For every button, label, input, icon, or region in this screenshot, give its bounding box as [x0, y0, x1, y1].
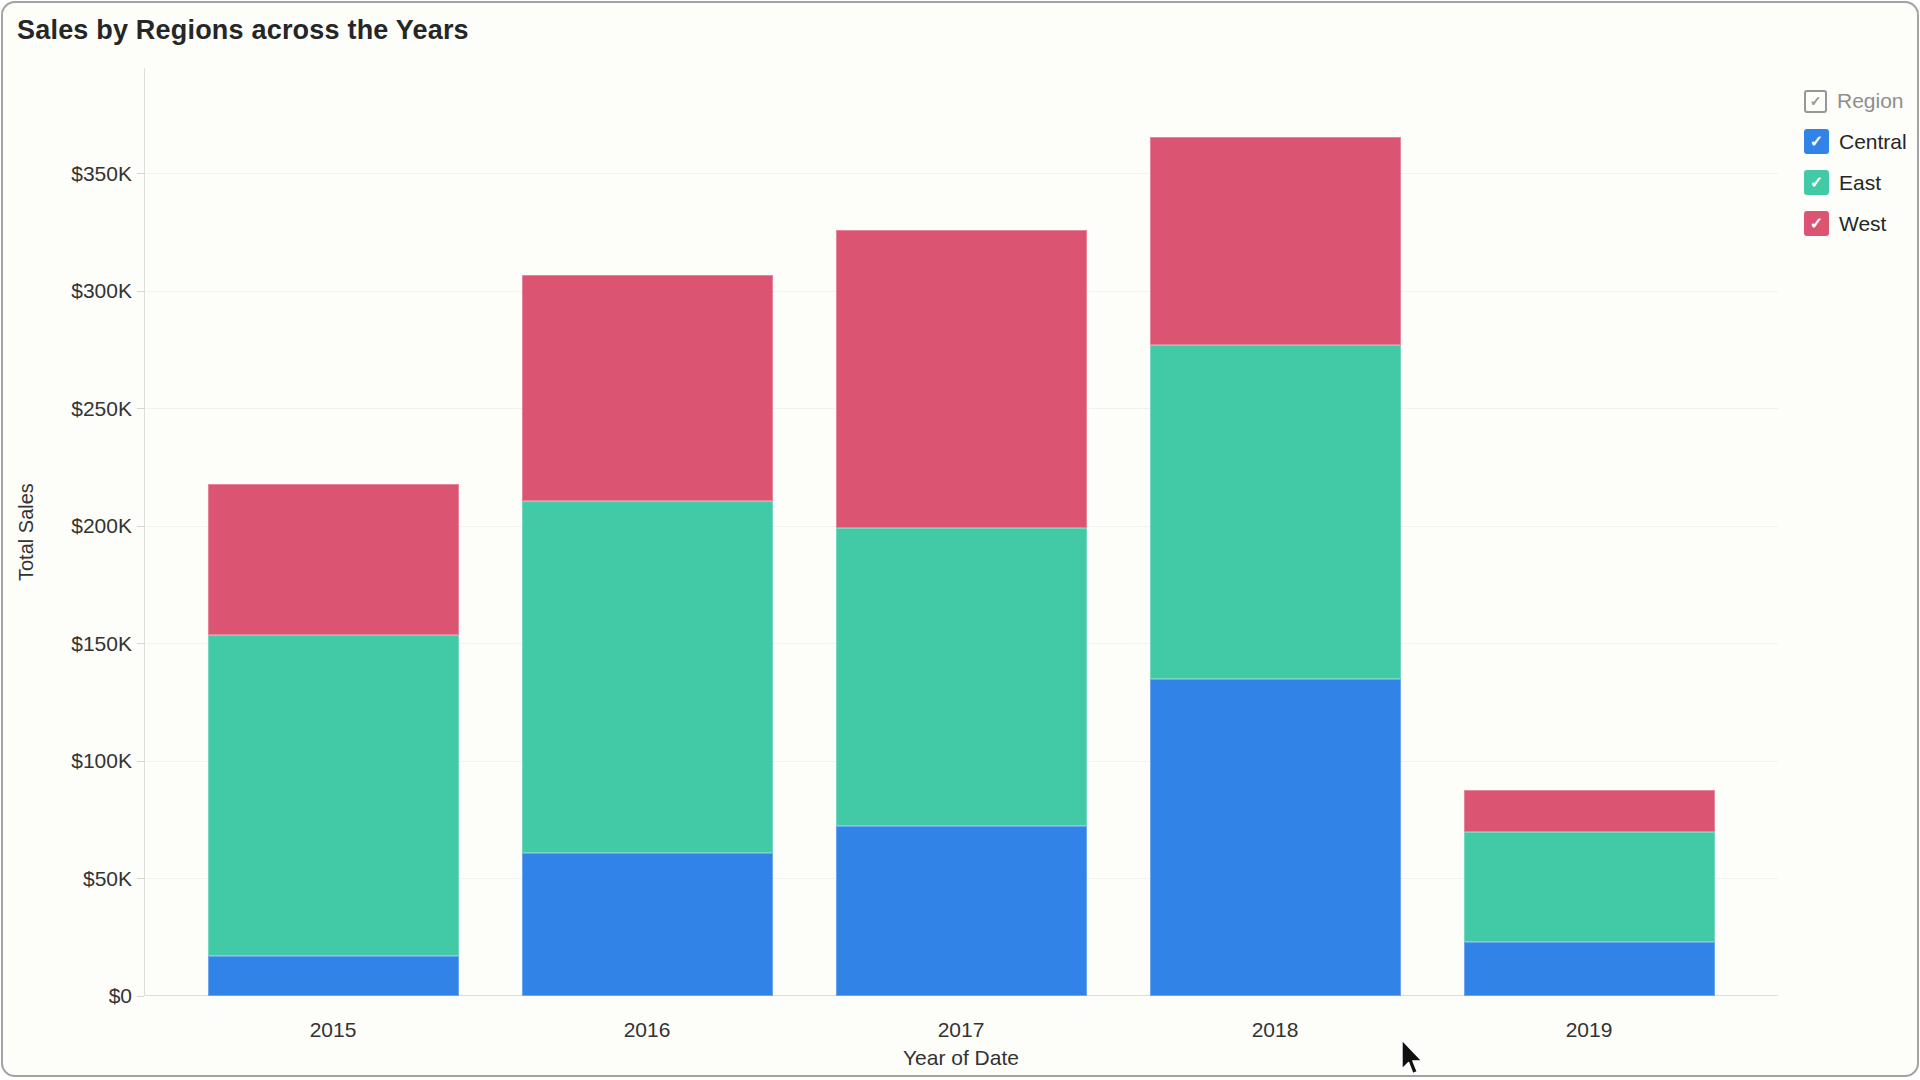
legend-header-region[interactable]: ✓ Region — [1804, 89, 1907, 113]
x-tick-label: 2019 — [1509, 1018, 1669, 1042]
bar-segment-2016-central[interactable] — [522, 853, 773, 996]
y-tick — [137, 173, 144, 174]
bar-segment-2018-central[interactable] — [1150, 679, 1401, 996]
y-tick — [137, 643, 144, 644]
legend-header-label: Region — [1837, 89, 1904, 113]
bar-segment-2018-east[interactable] — [1150, 345, 1401, 679]
bar-segment-2016-west[interactable] — [522, 275, 773, 502]
y-tick — [137, 526, 144, 527]
x-tick-label: 2018 — [1195, 1018, 1355, 1042]
west-checkbox-icon[interactable]: ✓ — [1804, 211, 1829, 236]
bar-segment-2019-west[interactable] — [1464, 790, 1715, 831]
x-tick-label: 2015 — [253, 1018, 413, 1042]
bar-segment-2015-central[interactable] — [208, 956, 459, 996]
bar-segment-2015-east[interactable] — [208, 635, 459, 956]
y-tick-label: $200K — [1, 514, 132, 538]
central-checkbox-icon[interactable]: ✓ — [1804, 129, 1829, 154]
bar-segment-2019-east[interactable] — [1464, 832, 1715, 942]
y-tick — [137, 291, 144, 292]
y-tick-label: $250K — [1, 397, 132, 421]
plot-area: $0$50K$100K$150K$200K$250K$300K$350K2015… — [144, 68, 1778, 996]
legend-item-central[interactable]: ✓ Central — [1804, 129, 1907, 154]
legend: ✓ Region ✓ Central ✓ East ✓ West — [1804, 89, 1907, 252]
legend-item-east[interactable]: ✓ East — [1804, 170, 1907, 195]
legend-item-label: Central — [1839, 130, 1907, 154]
bar-segment-2017-east[interactable] — [836, 528, 1087, 825]
x-axis-title: Year of Date — [861, 1046, 1061, 1070]
chart-card: Sales by Regions across the Years Total … — [1, 1, 1919, 1077]
bar-segment-2017-west[interactable] — [836, 230, 1087, 528]
bar-segment-2018-west[interactable] — [1150, 137, 1401, 345]
legend-item-label: West — [1839, 212, 1886, 236]
bar-segment-2015-west[interactable] — [208, 484, 459, 636]
y-axis-line — [144, 68, 145, 996]
y-tick — [137, 408, 144, 409]
bar-segment-2016-east[interactable] — [522, 501, 773, 852]
y-tick — [137, 878, 144, 879]
bar-segment-2017-central[interactable] — [836, 826, 1087, 996]
bar-segment-2019-central[interactable] — [1464, 942, 1715, 996]
legend-item-west[interactable]: ✓ West — [1804, 211, 1907, 236]
y-tick-label: $350K — [1, 162, 132, 186]
y-tick — [137, 996, 144, 997]
y-tick-label: $100K — [1, 749, 132, 773]
legend-item-label: East — [1839, 171, 1881, 195]
y-tick-label: $50K — [1, 867, 132, 891]
x-tick-label: 2017 — [881, 1018, 1041, 1042]
gridline — [145, 173, 1778, 174]
chart-title: Sales by Regions across the Years — [17, 15, 469, 46]
east-checkbox-icon[interactable]: ✓ — [1804, 170, 1829, 195]
region-checkbox-icon[interactable]: ✓ — [1804, 90, 1827, 113]
mouse-cursor-icon — [1399, 1039, 1425, 1077]
y-tick-label: $0 — [1, 984, 132, 1008]
x-tick-label: 2016 — [567, 1018, 727, 1042]
y-tick-label: $150K — [1, 632, 132, 656]
y-tick-label: $300K — [1, 279, 132, 303]
y-tick — [137, 761, 144, 762]
